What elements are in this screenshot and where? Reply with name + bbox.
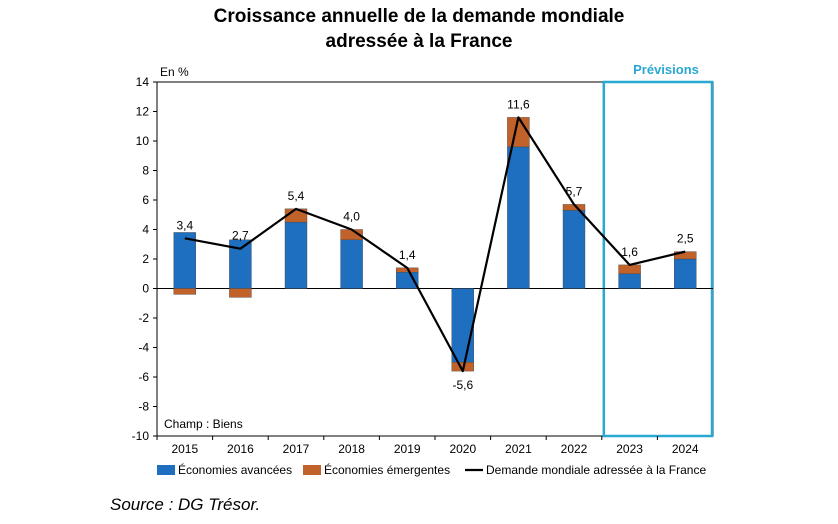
chart-title: Croissance annuelle de la demande mondia… [0,4,838,54]
legend-swatch-1 [303,465,321,475]
data-label-2023: 1,6 [621,245,638,259]
y-tick-label: -10 [132,429,150,443]
bar-advanced-2022 [562,210,586,289]
y-tick-label: 6 [142,193,149,207]
x-tick-label-2020: 2020 [449,442,476,456]
bar-advanced-2020 [451,288,474,363]
bar-emerging-2015 [173,288,197,295]
legend-label-2: Demande mondiale adressée à la France [486,463,706,477]
bar-emerging-2016 [229,288,252,298]
data-label-2020: -5,6 [452,378,473,392]
chart-note: Champ : Biens [164,417,243,431]
data-label-2021: 11,6 [507,97,530,111]
y-tick-label: -4 [138,341,149,355]
x-tick-label-2022: 2022 [561,442,588,456]
bar-chart: En % Prévisions 14 12 10 8 6 4 2 0 -2 -4 -6 -8 -10 2… [132,62,714,477]
x-tick-label-2015: 2015 [171,442,198,456]
bar-advanced-2024 [674,258,697,289]
bar-emerging-2023 [618,264,641,274]
y-tick-label: 8 [142,164,149,178]
data-label-2019: 1,4 [399,248,416,262]
legend-label-0: Économies avancées [178,462,292,477]
y-tick-label: -2 [138,311,149,325]
x-tick-label-2023: 2023 [616,442,643,456]
bar-advanced-2018 [340,239,363,289]
forecast-label: Prévisions [633,62,699,77]
y-tick-label: 10 [136,134,150,148]
y-tick-label: 2 [142,252,149,266]
line-world-demand [184,116,686,373]
y-tick-label: -6 [138,370,149,384]
x-tick-label-2019: 2019 [394,442,421,456]
y-tick-label: 12 [136,105,150,119]
legend-swatch-0 [157,465,175,475]
x-tick-label-2021: 2021 [505,442,532,456]
legend-label-1: Économies émergentes [324,462,450,477]
y-tick-label: 0 [142,282,149,296]
chart-title-line2: adressée à la France [325,31,513,52]
y-unit-label: En % [160,65,189,79]
x-tick-label-2018: 2018 [338,442,365,456]
data-label-2017: 5,4 [288,189,305,203]
x-tick-label-2016: 2016 [227,442,254,456]
y-tick-label: -8 [138,400,149,414]
x-tick-label-2017: 2017 [283,442,310,456]
data-label-2018: 4,0 [343,210,360,224]
source-note: Source : DG Trésor. [110,495,261,514]
bar-advanced-2017 [284,221,308,289]
y-tick-label: 4 [142,223,149,237]
x-tick-label-2024: 2024 [672,442,699,456]
data-label-2016: 2,7 [232,229,249,243]
data-label-2024: 2,5 [677,232,694,246]
bar-advanced-2023 [618,273,641,289]
bar-advanced-2021 [507,146,530,289]
chart-title-line1: Croissance annuelle de la demande mondia… [213,6,625,27]
data-label-2015: 3,4 [176,218,193,232]
data-label-2022: 5,7 [566,184,583,198]
y-tick-label: 14 [136,75,150,89]
